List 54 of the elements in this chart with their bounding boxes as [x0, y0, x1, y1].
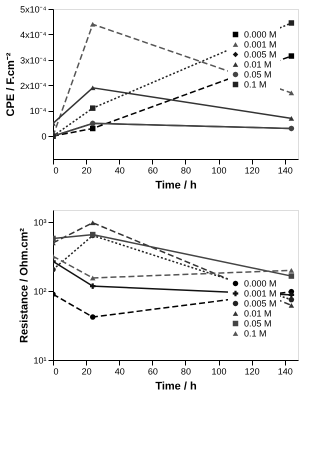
x-tick-label: 80 [180, 166, 191, 176]
legend-label: 0.01 M [244, 60, 272, 70]
point [90, 276, 96, 280]
legend-label: 0.000 M [244, 278, 277, 288]
x-tick-label: 60 [148, 366, 158, 376]
legend-label: 0.005 M [244, 50, 277, 60]
point [90, 126, 96, 132]
point [90, 220, 96, 226]
point [90, 283, 96, 289]
x-tick-label: 20 [82, 366, 92, 376]
x-tick-label: 20 [82, 166, 92, 176]
point [288, 20, 294, 26]
legend-label: 0.05 M [244, 318, 272, 328]
point [288, 116, 294, 121]
y-tick-label: 10¹ [33, 356, 46, 366]
y-tick-label: 10² [33, 286, 46, 297]
y-tick-label: 2x10⁻⁴ [20, 80, 47, 91]
y-axis-title: CPE / F.cm⁻² [5, 52, 18, 116]
x-tick-label: 140 [278, 166, 293, 176]
y-axis-title: Resistance / Ohm.cm² [18, 228, 30, 343]
legend-label: 0.1 M [244, 328, 267, 338]
y-tick-label: 10⁻⁴ [30, 106, 47, 116]
y-tick-label: 10³ [33, 218, 46, 228]
x-axis-title: Time / h [155, 180, 197, 192]
legend-label: 0.001 M [244, 288, 277, 298]
point [288, 303, 294, 308]
point [288, 296, 294, 302]
x-tick-label: 120 [244, 366, 260, 376]
y-tick-label: 3x10⁻⁴ [20, 55, 47, 66]
x-axis-title: Time / h [155, 380, 197, 392]
y-tick-label: 5x10⁻⁴ [20, 4, 47, 14]
legend-label: 0.1 M [244, 80, 267, 90]
legend-label: 0.05 M [244, 70, 272, 80]
point [288, 273, 294, 279]
legend-label: 0.005 M [244, 298, 277, 308]
point [90, 314, 96, 320]
x-tick-label: 0 [54, 366, 59, 376]
x-tick-label: 80 [180, 366, 191, 376]
x-tick-label: 60 [148, 166, 158, 176]
point [288, 268, 294, 273]
legend-label: 0.01 M [244, 308, 272, 318]
y-tick-label: 0 [41, 132, 46, 142]
x-tick-label: 0 [54, 166, 59, 176]
legend-label: 0.001 M [244, 40, 277, 50]
x-tick-label: 120 [244, 166, 260, 176]
point [90, 105, 96, 111]
x-tick-label: 40 [114, 166, 125, 176]
x-tick-label: 40 [114, 366, 125, 376]
y-tick-label: 4x10⁻⁴ [20, 30, 47, 40]
legend-label: 0.000 M [244, 30, 277, 40]
x-tick-label: 140 [278, 366, 293, 376]
point [288, 53, 294, 59]
x-tick-label: 100 [212, 166, 227, 176]
x-tick-label: 100 [212, 366, 227, 376]
